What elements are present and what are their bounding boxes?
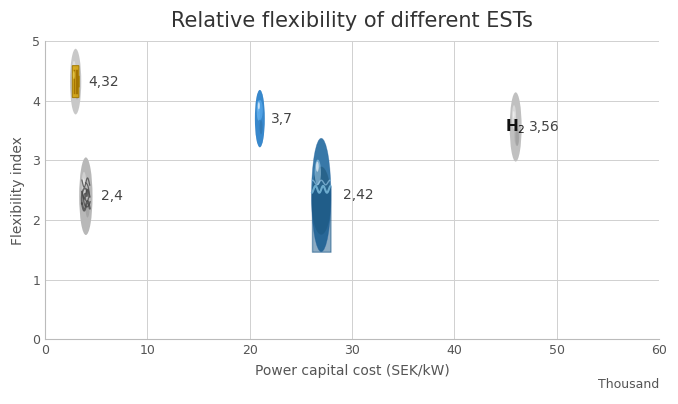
Ellipse shape [73, 67, 75, 74]
Ellipse shape [316, 162, 319, 172]
Ellipse shape [85, 198, 89, 217]
Text: 2,4: 2,4 [101, 189, 123, 203]
Text: H$_2$: H$_2$ [505, 118, 526, 136]
FancyBboxPatch shape [73, 65, 79, 97]
Circle shape [79, 158, 92, 235]
Circle shape [311, 138, 331, 252]
Ellipse shape [257, 101, 260, 121]
Ellipse shape [260, 120, 262, 135]
Ellipse shape [514, 125, 519, 146]
Circle shape [70, 49, 81, 114]
Text: 4,32: 4,32 [88, 75, 119, 88]
Ellipse shape [257, 100, 263, 120]
Ellipse shape [512, 105, 516, 129]
Ellipse shape [75, 83, 79, 100]
Ellipse shape [258, 105, 259, 112]
Y-axis label: Flexibility index: Flexibility index [11, 136, 25, 245]
Ellipse shape [81, 172, 86, 199]
Circle shape [510, 93, 521, 162]
Circle shape [255, 90, 264, 147]
Ellipse shape [258, 102, 260, 109]
Ellipse shape [73, 71, 75, 79]
Ellipse shape [83, 178, 85, 187]
Ellipse shape [72, 61, 76, 84]
Title: Relative flexibility of different ESTs: Relative flexibility of different ESTs [171, 11, 533, 31]
Ellipse shape [513, 111, 515, 119]
Ellipse shape [311, 166, 331, 235]
Ellipse shape [515, 129, 519, 146]
Circle shape [255, 90, 264, 147]
X-axis label: Power capital cost (SEK/kW): Power capital cost (SEK/kW) [254, 364, 450, 378]
Text: 3,56: 3,56 [530, 120, 560, 134]
Text: 3,7: 3,7 [271, 112, 294, 126]
Ellipse shape [315, 160, 321, 185]
Text: Thousand: Thousand [598, 378, 659, 391]
Text: 2,42: 2,42 [342, 188, 374, 202]
